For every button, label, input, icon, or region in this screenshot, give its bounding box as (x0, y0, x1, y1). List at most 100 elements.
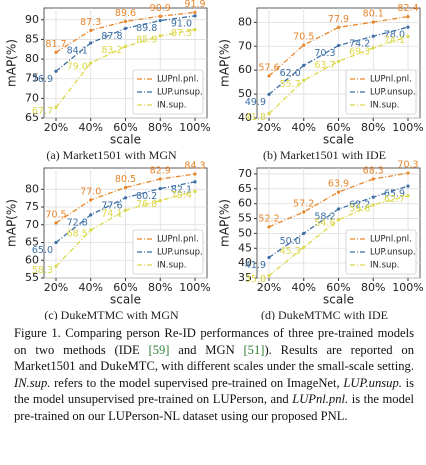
legend-label: IN.sup. (370, 101, 399, 111)
point (371, 177, 375, 181)
y-tick-label: 70 (238, 167, 252, 180)
caption-text: and MGN (169, 342, 244, 357)
y-tick-label: 60 (25, 253, 39, 266)
value-label: 70.3 (397, 160, 418, 171)
point (158, 14, 162, 18)
x-tick-label: 100% (392, 121, 423, 134)
point (193, 14, 197, 18)
point (371, 34, 375, 38)
value-label: 80.2 (136, 191, 157, 202)
point (302, 231, 306, 236)
value-label: 87.3 (80, 17, 101, 28)
point (89, 198, 93, 202)
caption: Figure 1. Comparing person Re-ID perform… (14, 325, 414, 424)
caption-text: is the model pre-trained on our LUPerson… (14, 392, 414, 423)
y-axis-label: mAP(%) (5, 39, 19, 87)
point (54, 264, 58, 268)
value-label: 62.0 (280, 68, 301, 79)
legend-label: IN.sup. (157, 261, 186, 271)
point (406, 15, 410, 19)
citation: [59] (148, 342, 170, 357)
point (336, 190, 341, 194)
value-label: 91.9 (184, 0, 205, 10)
value-label: 50.0 (280, 236, 301, 247)
y-tick-label: 65 (25, 111, 39, 124)
legend-box (345, 229, 417, 275)
value-label: 77.9 (328, 14, 349, 25)
value-label: 77.6 (101, 200, 122, 211)
x-tick-label: 60% (113, 281, 137, 294)
value-label: 57.2 (293, 199, 314, 210)
y-tick-label: 80 (25, 52, 39, 65)
point (371, 203, 375, 207)
x-tick-label: 20% (257, 121, 281, 134)
legend-label: LUP.unsup. (370, 88, 416, 98)
x-tick-label: 80% (148, 121, 172, 134)
point (158, 177, 162, 181)
value-label: 65.0 (32, 245, 53, 256)
y-tick-label: 45 (238, 241, 252, 254)
series-line (268, 15, 409, 77)
point (123, 44, 128, 49)
point (267, 225, 271, 229)
value-label: 82.9 (150, 166, 171, 177)
legend-label: LUP.unsup. (157, 88, 203, 98)
value-label: 52.2 (258, 213, 279, 224)
point (302, 63, 306, 67)
value-label: 65.9 (384, 189, 405, 200)
point (302, 245, 306, 249)
point (193, 180, 197, 184)
series-line (55, 173, 196, 224)
y-axis-label: mAP(%) (218, 39, 232, 87)
point (123, 19, 128, 23)
point (193, 172, 197, 176)
value-label: 67.7 (32, 106, 53, 117)
caption-text: Comparing person Re-ID performances of t… (14, 326, 414, 357)
y-tick-label: 40 (238, 111, 252, 124)
point (89, 61, 93, 65)
legend-box (132, 229, 204, 275)
value-label: 58.2 (314, 212, 335, 223)
point (158, 186, 162, 191)
figure: 65 70 75 80 85 90 20% 40% 60% 80% 100% scale mAP(%) (… (5, 0, 424, 320)
y-tick-label: 60 (238, 63, 252, 76)
value-label: 41.9 (245, 260, 266, 271)
x-tick-label: 80% (361, 281, 385, 294)
value-label: 80.1 (363, 9, 384, 20)
value-label: 79.0 (67, 62, 88, 73)
legend-label: LUP.unsup. (157, 248, 203, 258)
subcaption: (a) Market1501 with MGN (46, 148, 177, 162)
point (336, 25, 341, 29)
point (302, 78, 306, 83)
point (302, 43, 306, 47)
y-tick-label: 50 (238, 226, 252, 239)
point (336, 59, 341, 63)
value-label: 63.7 (314, 60, 335, 71)
y-tick-label: 65 (238, 182, 252, 195)
point (158, 34, 162, 38)
value-label: 70.5 (293, 32, 314, 43)
x-tick-label: 80% (361, 121, 385, 134)
legend-box (345, 69, 417, 115)
x-tick-label: 60% (326, 281, 350, 294)
value-label: 89.8 (136, 23, 157, 34)
subcaption: (c) DukeMTMC with MGN (44, 308, 179, 320)
value-label: 35.8 (245, 274, 266, 285)
value-label: 62.7 (384, 194, 405, 205)
x-tick-label: 40% (292, 281, 316, 294)
legend-label: IN.sup. (370, 261, 399, 271)
x-axis-label: scale (110, 293, 141, 307)
point (371, 20, 375, 24)
y-tick-label: 70 (25, 91, 39, 104)
x-tick-label: 80% (148, 281, 172, 294)
point (54, 69, 58, 73)
caption-term: LUP.unsup. (343, 375, 402, 390)
value-label: 76.8 (136, 199, 157, 210)
value-label: 76.9 (32, 74, 53, 85)
value-label: 87.8 (101, 31, 122, 42)
point (302, 210, 306, 214)
y-tick-label: 75 (25, 72, 39, 85)
y-tick-label: 80 (238, 15, 252, 28)
value-label: 82.1 (171, 184, 192, 195)
